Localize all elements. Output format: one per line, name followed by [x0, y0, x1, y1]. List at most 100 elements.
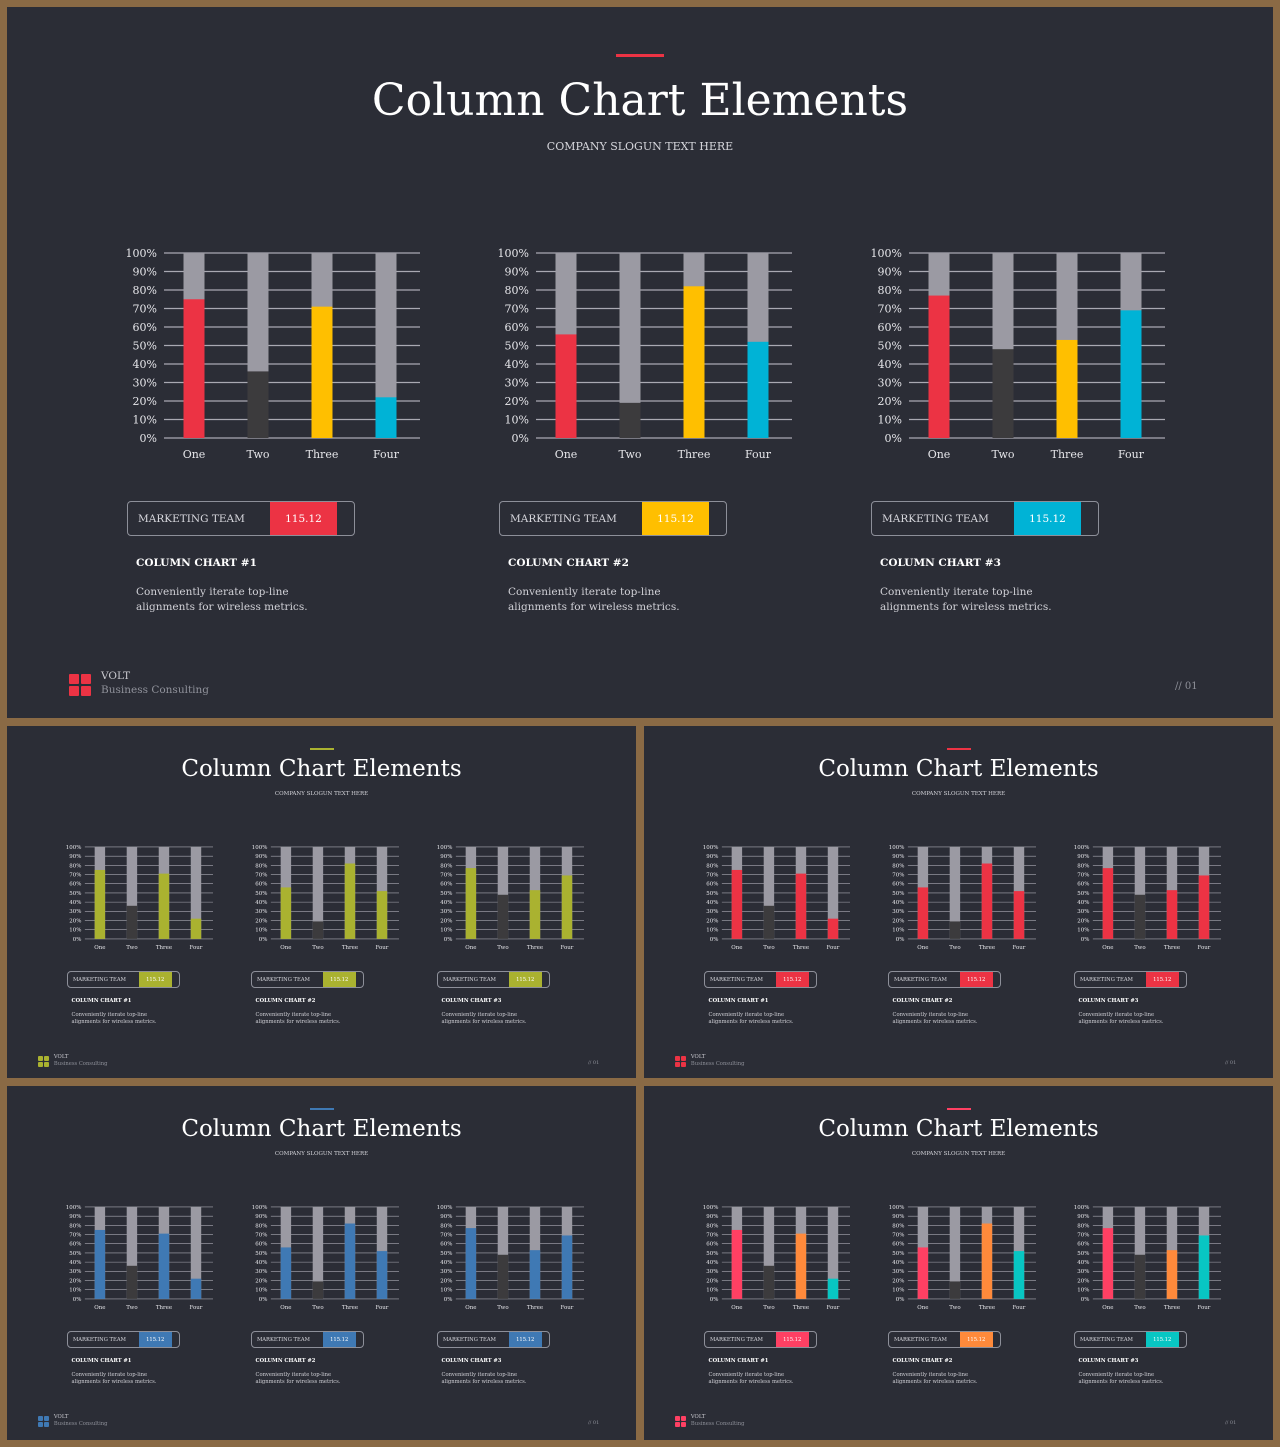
bar-value-two: [312, 921, 324, 939]
marketing-team-value: 115.12: [642, 502, 709, 535]
x-category-label: Four: [1118, 448, 1145, 461]
y-tick-label: 70%: [1077, 872, 1089, 878]
bar-track: [375, 253, 397, 438]
marketing-team-card[interactable]: MARKETING TEAM 115.12: [127, 501, 355, 536]
y-tick-label: 90%: [440, 854, 452, 860]
bar-value-three: [311, 306, 333, 438]
marketing-team-card[interactable]: MARKETING TEAM 115.12: [437, 971, 551, 989]
y-tick-label: 10%: [255, 928, 267, 934]
slide-main[interactable]: Column Chart Elements COMPANY SLOGUN TEXT…: [7, 7, 1273, 718]
slide-olive[interactable]: Column Chart Elements COMPANY SLOGUN TEXT…: [7, 726, 636, 1078]
y-tick-label: 40%: [440, 900, 452, 906]
y-tick-label: 0%: [259, 937, 268, 943]
bar-value-four: [827, 918, 839, 939]
y-tick-label: 90%: [255, 1214, 267, 1220]
bar-value-one: [1102, 868, 1114, 939]
marketing-team-card[interactable]: MARKETING TEAM 115.12: [67, 971, 181, 989]
x-category-label: Three: [306, 448, 339, 461]
y-tick-label: 70%: [892, 872, 904, 878]
bar-value-two: [497, 894, 509, 939]
marketing-team-card[interactable]: MARKETING TEAM 115.12: [1074, 1331, 1188, 1349]
x-category-label: Two: [949, 1305, 961, 1311]
page-number: // 01: [1225, 1420, 1237, 1426]
y-tick-label: 100%: [871, 247, 902, 260]
bar-value-four: [190, 1278, 202, 1299]
marketing-team-label: MARKETING TEAM: [256, 1337, 310, 1344]
y-tick-label: 90%: [440, 1214, 452, 1220]
bar-value-three: [683, 286, 705, 438]
marketing-team-card[interactable]: MARKETING TEAM 115.12: [251, 1331, 365, 1349]
page-subtitle: COMPANY SLOGUN TEXT HERE: [911, 791, 1006, 797]
y-tick-label: 90%: [133, 265, 157, 278]
y-tick-label: 0%: [896, 1297, 905, 1303]
bar-track: [949, 846, 961, 939]
chart-caption-title: COLUMN CHART #2: [892, 1358, 953, 1364]
y-tick-label: 100%: [252, 1205, 268, 1211]
bar-value-three: [529, 1250, 541, 1299]
logo-square: [680, 1061, 686, 1067]
y-tick-label: 100%: [498, 247, 529, 260]
x-category-label: One: [465, 945, 476, 951]
marketing-team-value: 115.12: [270, 502, 337, 535]
marketing-team-card[interactable]: MARKETING TEAM 115.12: [704, 971, 818, 989]
marketing-team-card[interactable]: MARKETING TEAM 115.12: [499, 501, 727, 536]
slide-blue[interactable]: Column Chart Elements COMPANY SLOGUN TEXT…: [7, 1086, 636, 1440]
logo-square: [43, 1056, 49, 1061]
y-tick-label: 60%: [440, 1242, 452, 1248]
y-tick-label: 20%: [133, 395, 157, 408]
y-tick-label: 100%: [1074, 845, 1090, 851]
bar-track: [827, 1206, 839, 1299]
page-title: Column Chart Elements: [371, 75, 909, 126]
bar-value-two: [763, 905, 775, 939]
bar-value-three: [981, 863, 993, 939]
marketing-team-card[interactable]: MARKETING TEAM 115.12: [251, 971, 365, 989]
marketing-team-label: MARKETING TEAM: [510, 513, 617, 525]
chart-caption-text: Conveniently iterate top-line alignments…: [136, 586, 308, 613]
marketing-team-card[interactable]: MARKETING TEAM 115.12: [888, 971, 1002, 989]
page-number: // 01: [588, 1420, 600, 1426]
marketing-team-card[interactable]: MARKETING TEAM 115.12: [704, 1331, 818, 1349]
y-tick-label: 20%: [1077, 918, 1089, 924]
y-tick-label: 70%: [69, 1232, 81, 1238]
bar-value-three: [529, 890, 541, 939]
bar-value-one: [280, 1247, 292, 1299]
slide-red[interactable]: Column Chart Elements COMPANY SLOGUN TEXT…: [644, 726, 1273, 1078]
chart-caption-text: Conveniently iterate top-line alignments…: [1078, 1372, 1164, 1386]
marketing-team-card[interactable]: MARKETING TEAM 115.12: [1074, 971, 1188, 989]
marketing-team-card[interactable]: MARKETING TEAM 115.12: [871, 501, 1099, 536]
brand-name: VOLT: [690, 1054, 706, 1060]
y-tick-label: 40%: [892, 1260, 904, 1266]
bar-value-two: [247, 371, 269, 438]
bar-track: [1134, 846, 1146, 939]
marketing-team-card[interactable]: MARKETING TEAM 115.12: [888, 1331, 1002, 1349]
y-tick-label: 100%: [703, 845, 719, 851]
y-tick-label: 30%: [69, 909, 81, 915]
x-category-label: Two: [126, 1305, 138, 1311]
marketing-team-label: MARKETING TEAM: [709, 977, 763, 984]
chart-caption-title: COLUMN CHART #1: [708, 998, 769, 1004]
slide-multicolor[interactable]: Column Chart Elements COMPANY SLOGUN TEXT…: [644, 1086, 1273, 1440]
y-tick-label: 30%: [69, 1269, 81, 1275]
y-tick-label: 0%: [885, 432, 902, 445]
bar-track: [619, 253, 641, 438]
column-chart: 0% 10% 20% 30% 40% 50% 60% 70% 80% 90% 100% One Two T…: [889, 1205, 1036, 1311]
column-chart: 0% 10% 20% 30% 40% 50% 60% 70% 80% 90% 100% One Two T…: [252, 845, 399, 951]
y-tick-label: 60%: [255, 882, 267, 888]
brand-tagline: Business Consulting: [53, 1060, 108, 1067]
y-tick-label: 70%: [706, 1232, 718, 1238]
x-category-label: Two: [992, 448, 1015, 461]
marketing-team-card[interactable]: MARKETING TEAM 115.12: [67, 1331, 181, 1349]
bar-track: [312, 1206, 324, 1299]
y-tick-label: 70%: [878, 302, 902, 315]
brand-name: VOLT: [53, 1054, 69, 1060]
bar-value-one: [465, 868, 477, 939]
marketing-team-label: MARKETING TEAM: [893, 977, 947, 984]
y-tick-label: 70%: [440, 1232, 452, 1238]
y-tick-label: 70%: [892, 1232, 904, 1238]
y-tick-label: 80%: [133, 284, 157, 297]
x-category-label: Three: [1164, 1305, 1180, 1311]
marketing-team-card[interactable]: MARKETING TEAM 115.12: [437, 1331, 551, 1349]
y-tick-label: 40%: [706, 900, 718, 906]
bar-value-three: [344, 1223, 356, 1299]
y-tick-label: 30%: [1077, 1269, 1089, 1275]
